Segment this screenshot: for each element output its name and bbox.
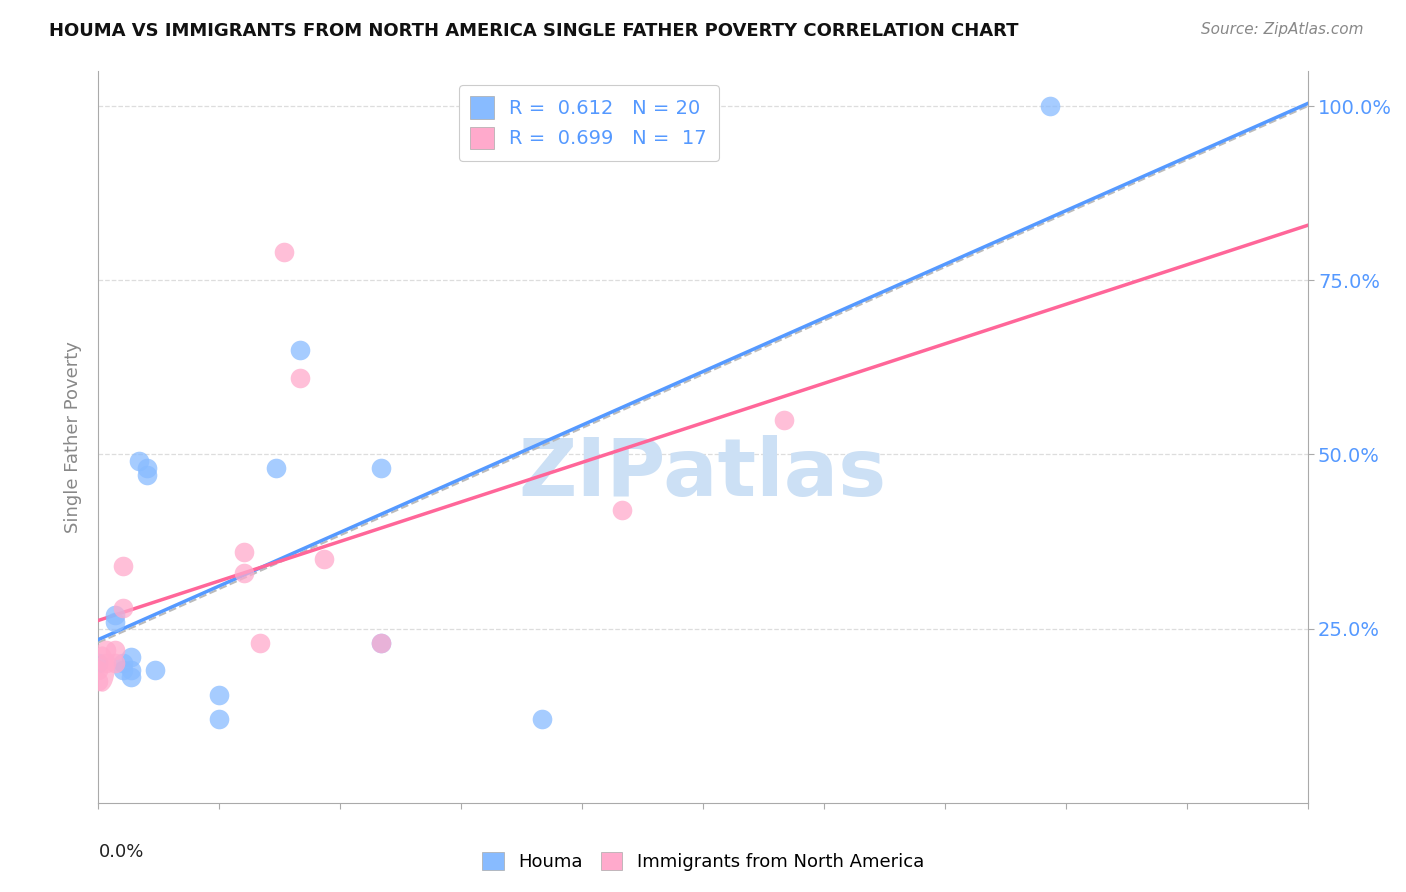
Point bbox=[370, 635, 392, 649]
Point bbox=[103, 657, 125, 671]
Legend: Houma, Immigrants from North America: Houma, Immigrants from North America bbox=[475, 845, 931, 879]
Point bbox=[87, 673, 110, 688]
Point bbox=[314, 552, 336, 566]
Point bbox=[273, 245, 295, 260]
Point bbox=[772, 412, 794, 426]
Text: 0.0%: 0.0% bbox=[98, 843, 143, 861]
Y-axis label: Single Father Poverty: Single Father Poverty bbox=[65, 341, 83, 533]
Point bbox=[135, 461, 157, 475]
Text: Source: ZipAtlas.com: Source: ZipAtlas.com bbox=[1201, 22, 1364, 37]
Point bbox=[1039, 99, 1062, 113]
Point bbox=[120, 664, 142, 678]
Point bbox=[143, 664, 166, 678]
Point bbox=[208, 712, 231, 726]
Point bbox=[87, 657, 110, 671]
Point bbox=[103, 642, 125, 657]
Text: HOUMA VS IMMIGRANTS FROM NORTH AMERICA SINGLE FATHER POVERTY CORRELATION CHART: HOUMA VS IMMIGRANTS FROM NORTH AMERICA S… bbox=[49, 22, 1019, 40]
Point bbox=[264, 461, 287, 475]
Point bbox=[128, 454, 150, 468]
Point bbox=[120, 670, 142, 684]
Point bbox=[208, 688, 231, 702]
Point bbox=[111, 664, 134, 678]
Point bbox=[120, 649, 142, 664]
Point bbox=[370, 635, 392, 649]
Point bbox=[249, 635, 271, 649]
Point bbox=[103, 615, 125, 629]
Point bbox=[232, 545, 254, 559]
Point bbox=[370, 461, 392, 475]
Legend: R =  0.612   N = 20, R =  0.699   N =  17: R = 0.612 N = 20, R = 0.699 N = 17 bbox=[458, 85, 718, 161]
Point bbox=[288, 343, 311, 357]
Point bbox=[111, 600, 134, 615]
Point bbox=[135, 468, 157, 483]
Point bbox=[612, 503, 634, 517]
Point bbox=[530, 712, 553, 726]
Point bbox=[232, 566, 254, 580]
Point bbox=[288, 371, 311, 385]
Point bbox=[111, 657, 134, 671]
Point bbox=[87, 664, 110, 678]
Point bbox=[96, 642, 118, 657]
Ellipse shape bbox=[90, 647, 114, 691]
Point bbox=[111, 558, 134, 573]
Point bbox=[103, 607, 125, 622]
Text: ZIPatlas: ZIPatlas bbox=[519, 434, 887, 513]
Point bbox=[96, 657, 118, 671]
